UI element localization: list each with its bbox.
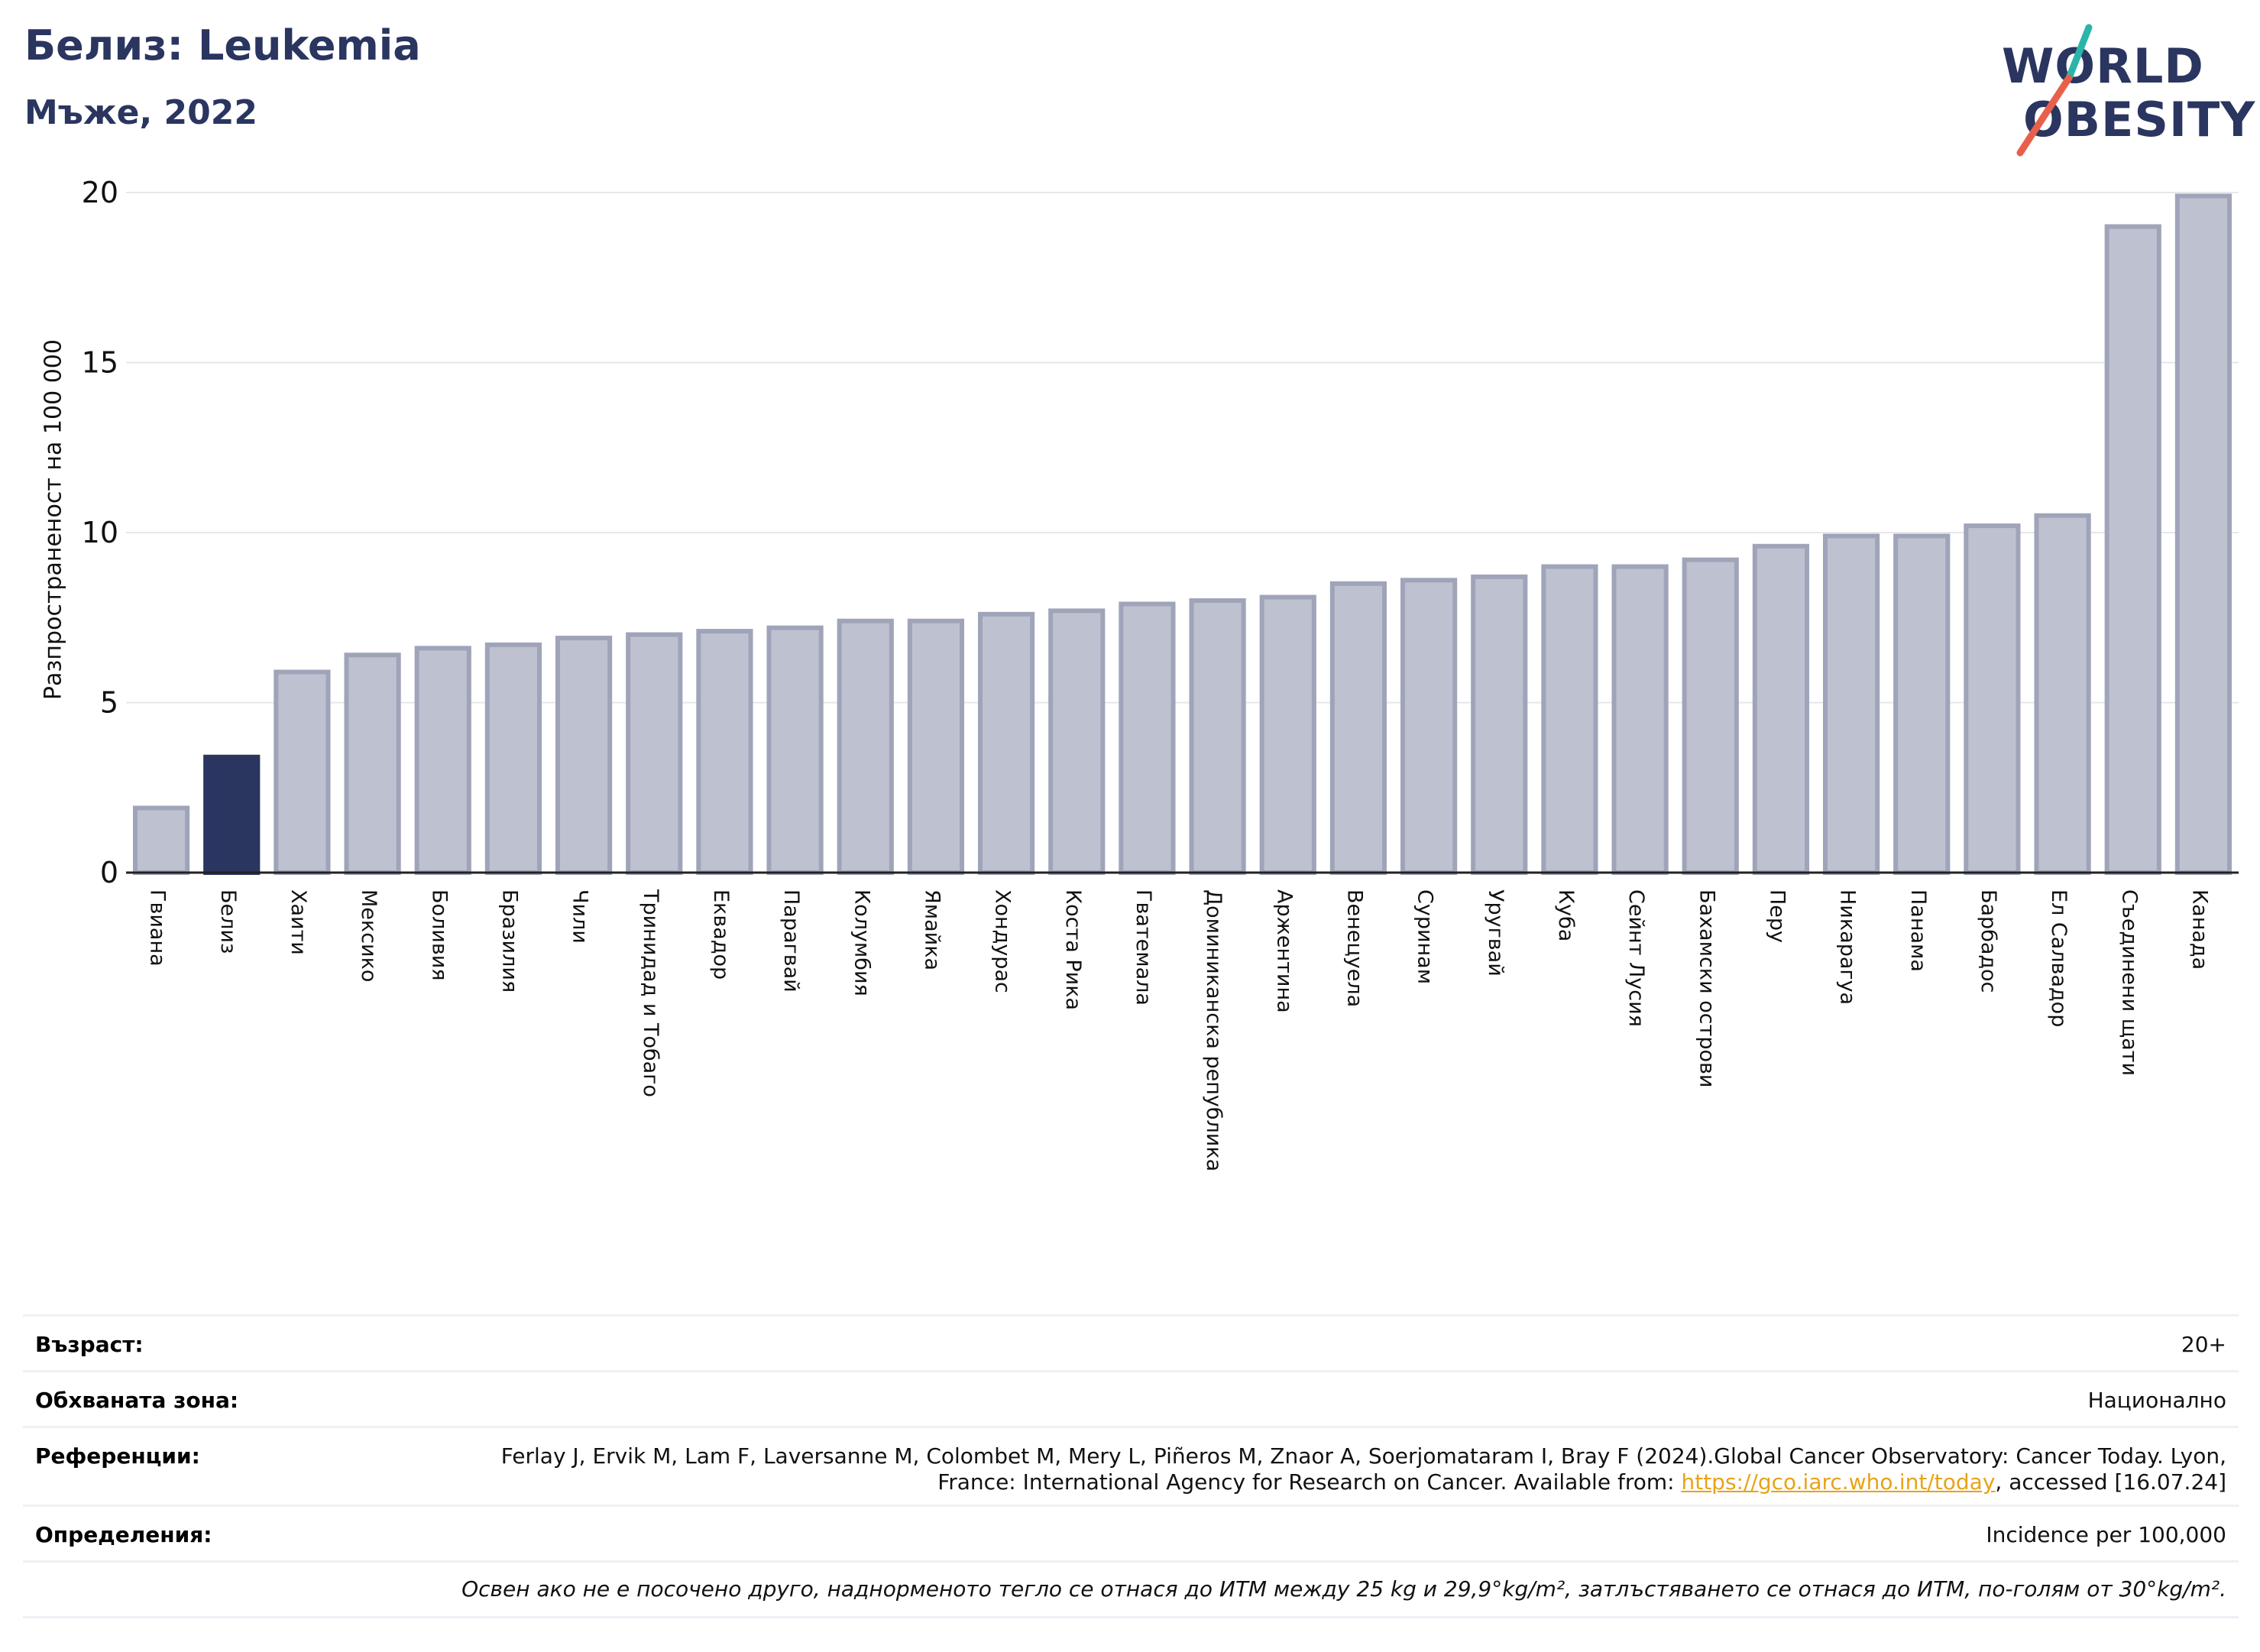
bar [1119,601,1176,875]
bar [2104,224,2161,875]
bar [1611,564,1669,875]
x-tick-label: Суринам [1413,889,1437,984]
bar [977,611,1035,875]
bar [1400,578,1458,875]
bar [555,635,613,875]
bar [907,618,965,875]
x-tick-label: Парагвай [779,889,803,993]
references-accessed: , accessed [16.07.24] [1995,1469,2226,1495]
x-tick-label: Ел Салвадор [2047,889,2071,1027]
logo-slash-icon [2016,24,2093,157]
x-tick-label: Колумбия [850,889,873,996]
footnote-text: Освен ако не е посочено друго, наднормен… [461,1576,2226,1602]
x-tick-label: Ямайка [920,889,944,970]
y-tick-label: 10 [82,516,118,549]
bar [837,618,894,875]
x-tick-label: Венецуела [1342,889,1366,1007]
x-tick-label: Куба [1554,889,1578,941]
meta-row-definitions: Определения: Incidence per 100,000 [23,1505,2239,1560]
bar [344,653,401,875]
references-link[interactable]: https://gco.iarc.who.int/today [1681,1469,1996,1495]
references-label: Референции: [35,1443,200,1469]
y-tick-label: 5 [100,686,118,720]
logo-word-world: WORLD [2002,38,2204,94]
x-tick-label: Коста Рика [1061,889,1085,1010]
x-tick-label: Тринидад и Тобаго [639,889,662,1097]
x-tick-label: Никарагуа [1836,889,1860,1005]
y-tick-label: 15 [82,346,118,380]
x-tick-label: Белиз [216,889,240,954]
metadata-table: Възраст: 20+ Обхваната зона: Национално … [23,1314,2239,1618]
bar [1189,598,1246,875]
bar [1893,533,1951,875]
bar [1964,523,2021,875]
x-tick-label: Гватемала [1132,889,1155,1006]
x-tick-label: Панама [1906,889,1930,972]
bar [1541,564,1598,875]
x-tick-label: Боливия [427,889,451,981]
bar [203,754,261,876]
references-value: Ferlay J, Ervik M, Lam F, Laversanne M, … [469,1443,2226,1495]
bar [2174,193,2232,875]
definitions-label: Определения: [35,1522,212,1547]
y-tick-label: 20 [82,176,118,209]
x-tick-label: Мексико [357,889,380,982]
y-tick-label: 0 [100,856,118,889]
bar [696,629,753,875]
x-tick-label: Бахамски острови [1695,889,1718,1087]
meta-row-age: Възраст: 20+ [23,1314,2239,1370]
bar [414,646,471,875]
bar [766,625,824,875]
bar [626,632,683,875]
bar [2034,513,2091,875]
x-tick-label: Сейнт Лусия [1624,889,1648,1027]
x-tick-label: Хондурас [991,889,1015,993]
bar [1048,608,1106,875]
logo-word-obesity: OBESITY [2023,92,2256,147]
meta-row-coverage: Обхваната зона: Национално [23,1370,2239,1426]
bar [274,669,331,875]
x-tick-label: Перу [1765,889,1789,943]
coverage-value: Национално [2087,1388,2226,1413]
bar [484,642,542,875]
bar [132,805,190,875]
x-tick-label: Уругвай [1484,889,1507,977]
x-tick-label: Бразилия [497,889,521,993]
meta-row-references: Референции: Ferlay J, Ervik M, Lam F, La… [23,1426,2239,1505]
bar [1682,557,1739,875]
x-tick-label: Аржентина [1272,889,1296,1013]
definitions-value: Incidence per 100,000 [1986,1522,2226,1547]
x-tick-label: Барбадос [1977,889,2000,993]
x-tick-label: Съединени щати [2117,889,2141,1076]
x-tick-label: Чили [568,889,592,944]
bar [1752,543,1810,875]
references-text: Ferlay J, Ervik M, Lam F, Laversanne M, … [500,1443,2226,1495]
x-tick-label: Канада [2187,889,2211,970]
meta-row-footnote: Освен ако не е посочено друго, наднормен… [23,1560,2239,1618]
bar [1259,594,1316,875]
coverage-label: Обхваната зона: [35,1388,239,1413]
age-value: 20+ [2181,1332,2226,1357]
x-tick-label: Хаити [287,889,310,955]
bar [1329,581,1387,875]
bar-chart: 0 5 10 15 20 Гвиана Белиз Хаити Мексико Боливия Бр… [82,176,2239,1171]
x-tick-label: Гвиана [146,889,170,967]
bar [1471,574,1528,875]
bar [1822,533,1880,875]
age-label: Възраст: [35,1332,144,1357]
x-tick-label: Доминиканска република [1202,889,1226,1171]
x-tick-label: Еквадор [709,889,733,980]
chart-subtitle: Мъже, 2022 [24,93,257,132]
chart-title: Белиз: Leukemia [24,21,421,70]
world-obesity-logo: WORLD OBESITY [1994,23,2255,160]
